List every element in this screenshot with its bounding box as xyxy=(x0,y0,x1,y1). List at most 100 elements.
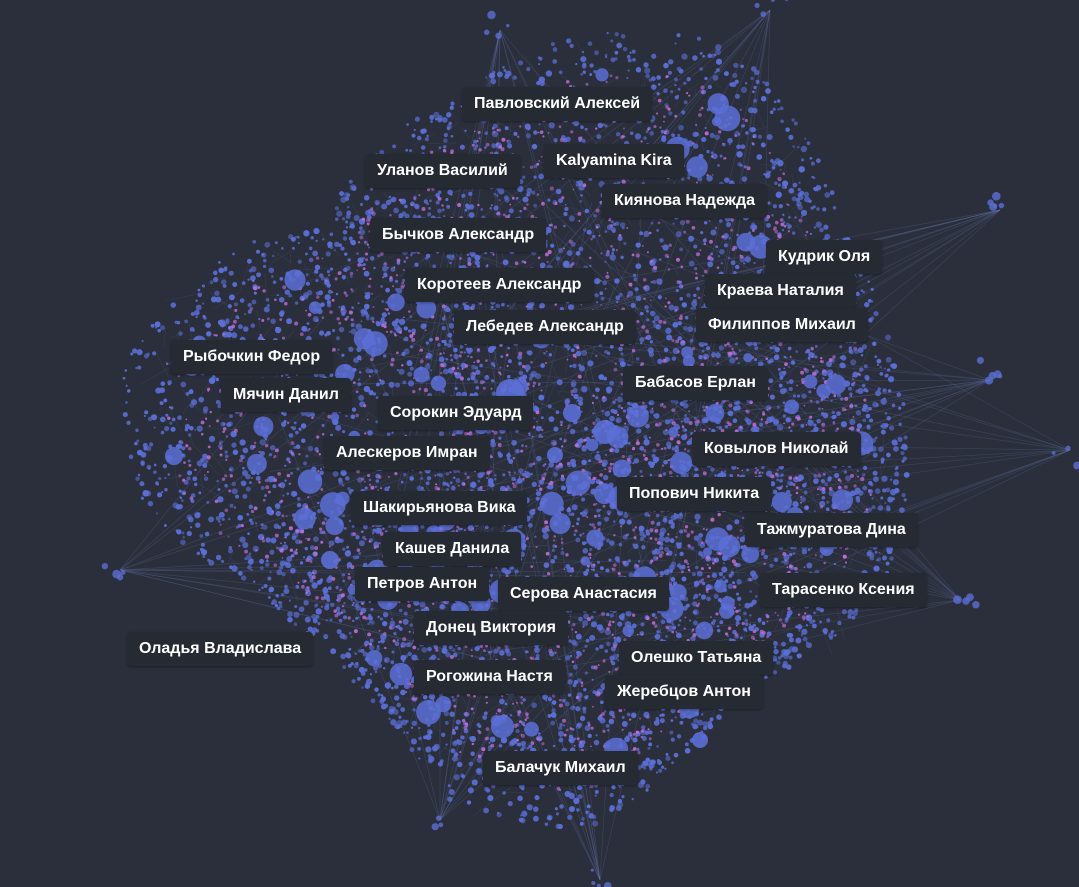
graph-node xyxy=(582,620,589,627)
graph-node xyxy=(772,489,778,495)
graph-node xyxy=(345,415,348,418)
graph-node xyxy=(654,633,661,640)
graph-edge xyxy=(837,565,840,570)
graph-node xyxy=(874,488,881,494)
graph-node xyxy=(718,425,723,430)
graph-node xyxy=(248,504,254,510)
graph-node xyxy=(341,514,345,518)
graph-node xyxy=(789,481,794,486)
graph-node xyxy=(892,479,900,486)
graph-node xyxy=(265,537,271,543)
graph-node xyxy=(187,459,191,463)
graph-node xyxy=(862,418,867,423)
graph-node xyxy=(863,364,868,369)
graph-node xyxy=(719,248,725,255)
graph-node xyxy=(192,476,198,482)
graph-node xyxy=(783,558,789,565)
graph-node xyxy=(224,454,229,459)
graph-node xyxy=(636,765,642,770)
graph-node xyxy=(547,483,554,490)
graph-node xyxy=(539,80,545,87)
graph-node xyxy=(776,468,780,472)
graph-node xyxy=(242,447,249,454)
graph-node xyxy=(578,246,584,252)
graph-node xyxy=(706,175,713,182)
graph-node xyxy=(631,49,636,54)
graph-node xyxy=(406,123,409,126)
graph-node xyxy=(593,214,597,218)
graph-node xyxy=(407,651,412,657)
graph-node xyxy=(346,205,350,209)
graph-node xyxy=(189,326,195,332)
graph-node xyxy=(590,615,594,619)
graph-node xyxy=(740,86,748,94)
graph-node xyxy=(712,74,719,81)
graph-node xyxy=(689,338,694,343)
graph-node xyxy=(628,572,634,578)
graph-node xyxy=(368,246,371,249)
graph-node xyxy=(283,588,290,595)
graph-node xyxy=(679,720,684,725)
graph-node xyxy=(484,131,489,136)
graph-node xyxy=(582,706,587,711)
graph-node xyxy=(559,420,564,424)
graph-node xyxy=(362,535,366,540)
graph-node xyxy=(651,453,656,459)
graph-node xyxy=(528,377,533,381)
graph-node xyxy=(380,638,385,644)
graph-node xyxy=(580,194,583,197)
graph-node xyxy=(594,50,599,56)
graph-node xyxy=(670,514,677,521)
graph-node xyxy=(122,412,128,418)
graph-node xyxy=(147,500,154,507)
graph-node xyxy=(178,331,183,336)
graph-node xyxy=(317,622,321,626)
graph-node xyxy=(595,396,599,400)
graph-node xyxy=(861,383,866,388)
graph-node xyxy=(500,355,504,359)
graph-node xyxy=(231,442,237,448)
graph-node xyxy=(227,535,230,538)
graph-node xyxy=(668,59,674,65)
graph-node xyxy=(359,202,364,207)
graph-node xyxy=(604,124,608,128)
graph-node xyxy=(167,473,171,476)
graph-node xyxy=(671,761,674,765)
graph-node xyxy=(231,488,238,495)
graph-node xyxy=(580,56,587,63)
graph-node xyxy=(464,208,468,212)
graph-node xyxy=(143,414,146,417)
graph-edge xyxy=(213,290,242,310)
graph-edge xyxy=(505,358,517,368)
graph-node xyxy=(488,741,491,744)
graph-node xyxy=(376,645,380,648)
graph-node xyxy=(584,644,588,648)
graph-node xyxy=(771,214,774,217)
graph-node xyxy=(889,478,893,481)
graph-node xyxy=(542,694,548,700)
graph-node xyxy=(741,516,745,520)
graph-node xyxy=(369,256,375,261)
graph-node xyxy=(822,412,829,419)
graph-node xyxy=(804,196,810,203)
graph-node xyxy=(859,367,864,372)
graph-node xyxy=(679,219,686,226)
graph-node xyxy=(533,130,538,135)
graph-node xyxy=(727,256,731,260)
graph-node xyxy=(659,570,665,576)
graph-node xyxy=(411,133,416,138)
graph-node xyxy=(358,540,365,547)
graph-node xyxy=(463,351,466,354)
graph-node xyxy=(722,576,726,579)
graph-node xyxy=(881,475,888,482)
graph-node xyxy=(604,53,608,57)
graph-node xyxy=(875,390,881,397)
graph-edge xyxy=(531,401,547,406)
graph-node xyxy=(382,667,386,670)
graph-node xyxy=(728,345,732,348)
graph-node xyxy=(351,524,355,528)
graph-node xyxy=(839,345,843,349)
graph-edge xyxy=(694,88,697,97)
graph-edge xyxy=(458,470,472,474)
